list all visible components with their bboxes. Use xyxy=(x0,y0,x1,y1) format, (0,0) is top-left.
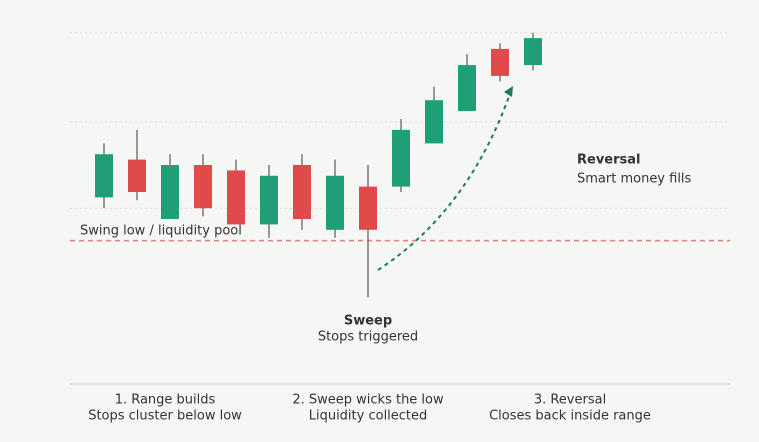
candle-body xyxy=(425,100,443,144)
caption-text: Stops cluster below low xyxy=(88,409,242,424)
candle-body xyxy=(227,170,245,225)
candle-body xyxy=(491,48,509,76)
caption-title: 2. Sweep wicks the low xyxy=(292,393,444,408)
candle-body xyxy=(524,38,542,66)
candle-body xyxy=(392,129,410,187)
arrow-head xyxy=(504,86,513,97)
caption-text: Liquidity collected xyxy=(309,409,428,424)
candle-body xyxy=(458,65,476,111)
candle-body xyxy=(326,175,344,230)
candle-body xyxy=(194,165,212,209)
annotation-title: Reversal xyxy=(577,153,641,168)
candle-body xyxy=(260,175,278,225)
candle-body xyxy=(161,165,179,219)
candle-body xyxy=(95,154,113,198)
annotation-text: Smart money fills xyxy=(577,172,692,187)
level-label: Swing low / liquidity pool xyxy=(80,224,242,239)
annotation-title: Sweep xyxy=(344,314,392,329)
caption-title: 1. Range builds xyxy=(115,393,216,408)
candle-body xyxy=(128,159,146,192)
caption-title: 3. Reversal xyxy=(534,393,606,408)
caption-text: Closes back inside range xyxy=(489,409,651,424)
candle-body xyxy=(359,186,377,230)
reversal-arrow xyxy=(377,87,513,271)
candle-body xyxy=(293,165,311,219)
annotation-text: Stops triggered xyxy=(318,330,418,345)
